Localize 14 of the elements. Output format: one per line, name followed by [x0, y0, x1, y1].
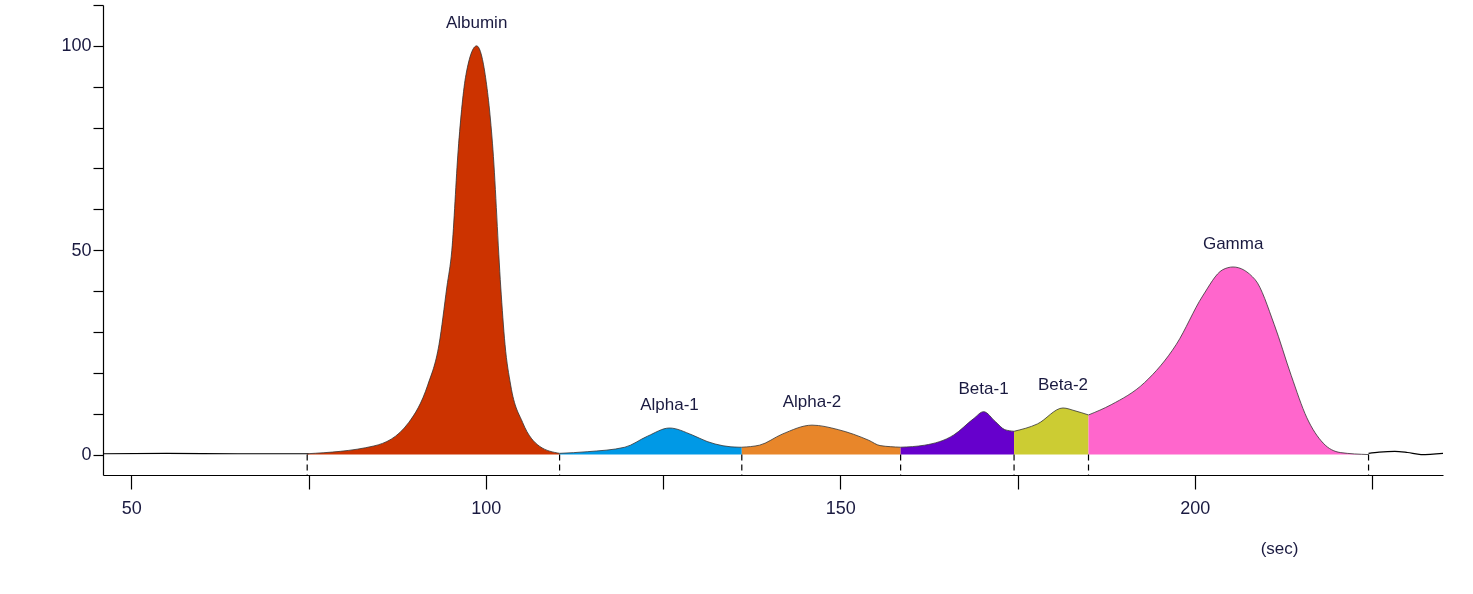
- x-tick-label: 50: [121, 497, 142, 518]
- x-tick-label: 200: [1180, 497, 1211, 518]
- series-label: Alpha-1: [640, 395, 699, 414]
- y-tick-label: 50: [71, 239, 92, 260]
- series-label: Beta-1: [958, 378, 1009, 398]
- series-label: Albumin: [445, 12, 508, 32]
- series-label: Beta-2: [1037, 374, 1089, 394]
- y-tick-label: 100: [61, 35, 92, 56]
- series-label: Alpha-2: [782, 392, 842, 412]
- y-tick-label: 0: [81, 444, 92, 465]
- x-tick-label: 100: [471, 497, 502, 518]
- x-tick-label: 150: [825, 497, 856, 518]
- series-label: Gamma: [1202, 233, 1264, 253]
- x-axis-title: (sec): [1260, 539, 1299, 558]
